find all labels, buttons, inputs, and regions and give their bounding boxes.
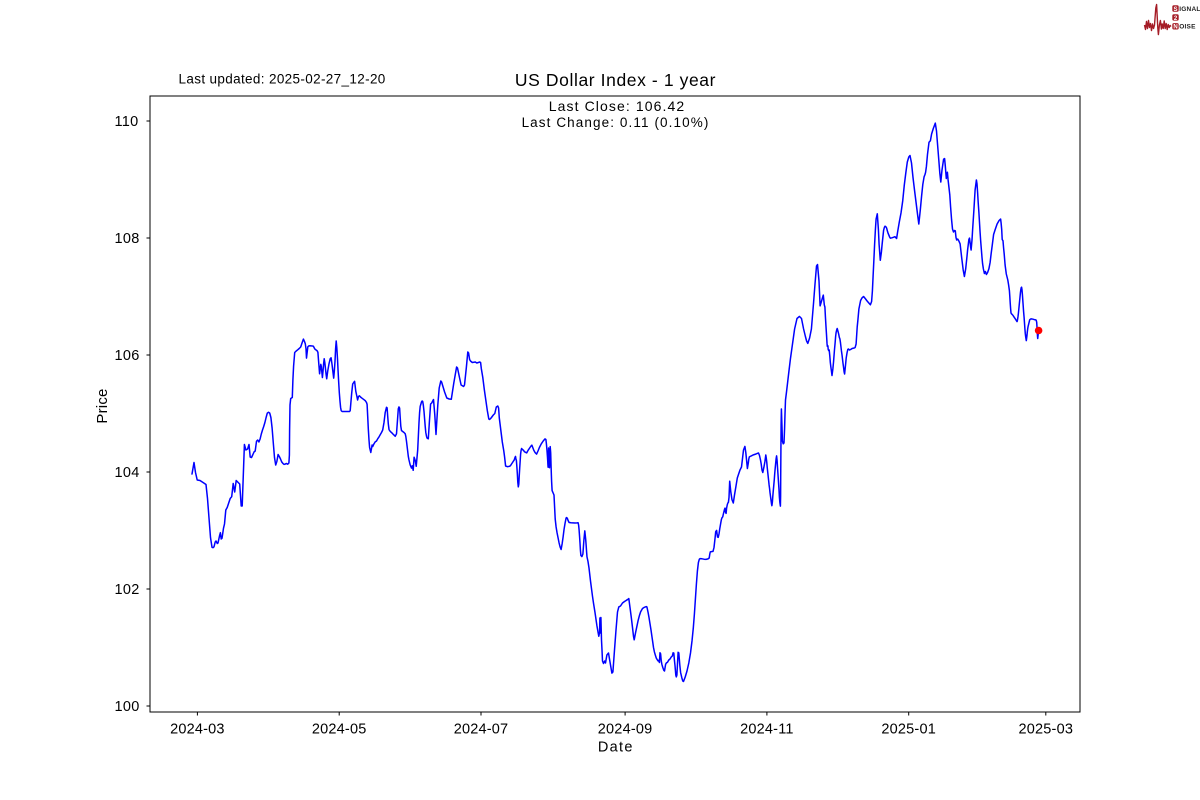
svg-text:108: 108 (115, 231, 140, 247)
svg-text:106: 106 (115, 348, 140, 364)
svg-text:110: 110 (115, 114, 139, 130)
svg-text:IGNAL: IGNAL (1179, 6, 1200, 13)
svg-text:Last Change: 0.11 (0.10%): Last Change: 0.11 (0.10%) (522, 115, 710, 130)
svg-text:2024-05: 2024-05 (312, 722, 367, 738)
svg-text:2024-11: 2024-11 (740, 722, 794, 738)
svg-text:2024-09: 2024-09 (598, 722, 653, 738)
svg-text:100: 100 (115, 699, 140, 715)
svg-text:US Dollar Index - 1 year: US Dollar Index - 1 year (515, 70, 716, 90)
svg-text:2025-03: 2025-03 (1018, 722, 1073, 738)
svg-text:Last Close: 106.42: Last Close: 106.42 (549, 98, 686, 114)
svg-text:Last updated: 2025-02-27_12-20: Last updated: 2025-02-27_12-20 (179, 72, 386, 87)
svg-text:Price: Price (94, 388, 111, 423)
svg-text:S: S (1173, 7, 1177, 13)
svg-text:104: 104 (115, 465, 140, 481)
svg-text:102: 102 (115, 582, 140, 598)
svg-text:2024-03: 2024-03 (170, 722, 225, 738)
svg-text:2024-07: 2024-07 (454, 722, 509, 738)
svg-text:Date: Date (598, 740, 634, 756)
svg-text:2025-01: 2025-01 (881, 722, 936, 738)
svg-text:N: N (1173, 25, 1177, 31)
svg-text:OISE: OISE (1179, 24, 1196, 31)
svg-text:2: 2 (1174, 16, 1178, 22)
